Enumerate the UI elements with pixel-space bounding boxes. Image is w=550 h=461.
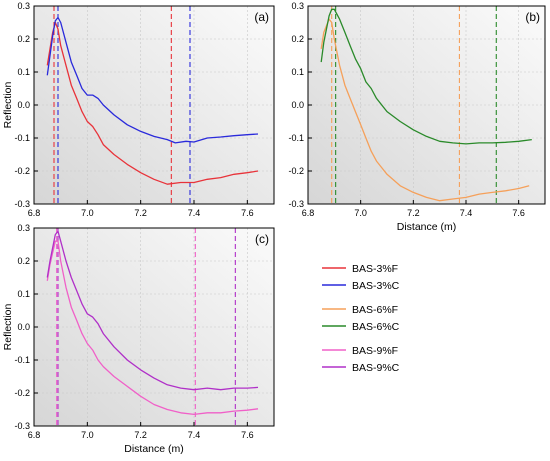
legend-label: BAS-9%F — [352, 345, 398, 357]
panel-label: (b) — [525, 10, 540, 24]
x-tick-label: 7.2 — [134, 430, 147, 440]
y-tick-label: -0.1 — [288, 133, 304, 143]
y-tick-label: 0.2 — [17, 34, 30, 44]
panel-b: 6.8 7.0 7.2 7.4 7.6 -0.3 -0.2 -0.1 0.0 0.1 0.2 0.3 (… — [288, 1, 546, 233]
x-tick-label: 7.2 — [134, 208, 147, 218]
y-tick-label: -0.3 — [14, 199, 30, 209]
x-tick-label: 6.8 — [28, 208, 41, 218]
y-tick-label: 0.2 — [17, 256, 30, 266]
y-tick-label: 0.0 — [17, 100, 30, 110]
series-line-BAS-3%C — [46, 16, 259, 144]
legend-label: BAS-6%F — [352, 304, 398, 316]
panel-label: (a) — [254, 10, 269, 24]
x-tick-label: 7.6 — [512, 208, 525, 218]
x-tick-label: 7.6 — [241, 430, 254, 440]
x-axis-title: Distance (m) — [397, 221, 457, 233]
x-tick-label: 7.2 — [407, 208, 420, 218]
x-tick-label: 7.6 — [241, 208, 254, 218]
panel-c: 6.8 7.0 7.2 7.4 7.6 -0.3 -0.2 -0.1 0.0 0.1 0.2 0.3 (… — [2, 223, 275, 455]
y-axis-title: Reflection — [2, 82, 14, 129]
legend-label: BAS-9%C — [352, 362, 400, 374]
legend-label: BAS-6%C — [352, 321, 400, 333]
y-tick-label: 0.0 — [17, 322, 30, 332]
y-tick-label: 0.1 — [17, 67, 30, 77]
y-tick-label: 0.3 — [17, 1, 30, 11]
y-tick-label: 0.0 — [291, 100, 304, 110]
y-tick-label: -0.2 — [14, 166, 30, 176]
y-tick-label: -0.2 — [14, 388, 30, 398]
y-tick-label: 0.1 — [291, 67, 304, 77]
x-tick-label: 6.8 — [28, 430, 41, 440]
y-tick-label: 0.3 — [17, 223, 30, 233]
legend-label: BAS-3%C — [352, 280, 400, 292]
legend-label: BAS-3%F — [352, 263, 398, 275]
series-line-BAS-3%F — [46, 21, 259, 185]
y-tick-label: -0.1 — [14, 355, 30, 365]
x-axis-title: Distance (m) — [124, 443, 184, 455]
panel-label: (c) — [255, 232, 269, 246]
series-line-BAS-9%C — [46, 230, 259, 391]
y-tick-label: -0.3 — [14, 421, 30, 431]
x-tick-label: 7.4 — [188, 208, 201, 218]
series-line-BAS-6%C — [320, 8, 532, 145]
y-tick-label: -0.1 — [14, 133, 30, 143]
x-tick-label: 7.0 — [81, 208, 94, 218]
series-line-BAS-6%F — [320, 18, 530, 202]
y-tick-label: -0.2 — [288, 166, 304, 176]
series-line-BAS-9%F — [46, 240, 259, 416]
y-tick-label: 0.2 — [291, 34, 304, 44]
x-tick-label: 7.4 — [188, 430, 201, 440]
panel-a: 6.8 7.0 7.2 7.4 7.6 -0.3 -0.2 -0.1 0.0 0.1 0.2 0.3 (… — [2, 1, 275, 218]
y-tick-label: -0.3 — [288, 199, 304, 209]
y-tick-label: 0.3 — [291, 1, 304, 11]
y-axis-title: Reflection — [2, 304, 14, 351]
x-tick-label: 7.0 — [81, 430, 94, 440]
x-tick-label: 6.8 — [302, 208, 315, 218]
y-tick-label: 0.1 — [17, 289, 30, 299]
x-tick-label: 7.4 — [460, 208, 473, 218]
x-tick-label: 7.0 — [354, 208, 367, 218]
legend: BAS-3%F BAS-3%C BAS-6%F BAS-6%C BAS-9%F BAS-9… — [322, 263, 400, 374]
